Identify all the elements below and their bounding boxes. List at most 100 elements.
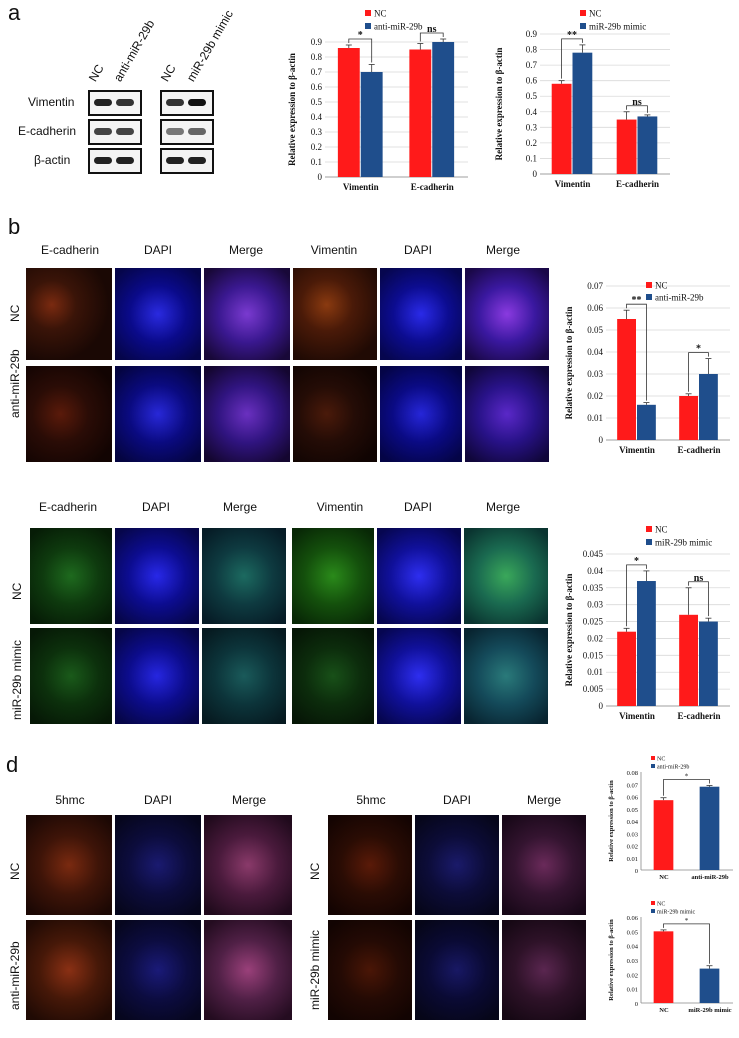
tick-label: 0.01 [627, 856, 638, 863]
category-label: anti-miR-29b [691, 874, 729, 881]
bar [699, 621, 718, 706]
row-label: NC [308, 862, 322, 880]
legend-label: anti-miR-29b [374, 22, 423, 32]
western-blot-ecadherin-left [88, 119, 142, 145]
column-label: DAPI [442, 793, 472, 807]
tick-label: 0 [635, 868, 638, 875]
bar [572, 52, 593, 174]
category-label: Vimentin [343, 182, 379, 192]
blot-lane-label: NC [85, 61, 107, 84]
micrograph-anti-vimentin [293, 366, 377, 462]
column-label: DAPI [141, 500, 171, 514]
tick-label: 0.05 [587, 325, 603, 335]
column-label: DAPI [403, 500, 433, 514]
legend-label: NC [657, 757, 665, 763]
tick-label: 0.03 [587, 369, 603, 379]
tick-label: 0.04 [587, 347, 603, 357]
western-blot-vimentin-right [160, 90, 214, 116]
micrograph-anti-dapi [115, 366, 201, 462]
micrograph-d-anti-5hmc [26, 920, 112, 1020]
micrograph-nc-vimentin [293, 268, 377, 360]
tick-label: 0.07 [627, 782, 639, 789]
micrograph-nc-dapi-2 [380, 268, 462, 360]
tick-label: 0.06 [627, 795, 639, 802]
significance-bracket [626, 564, 647, 627]
micrograph-d-mimic-5hmc [328, 920, 412, 1020]
blot-row-label: Vimentin [28, 95, 75, 109]
chart-b-anti: 0 0.01 0.02 0.03 0.04 0.05 0.06 0.07 Relative ex… [564, 281, 730, 455]
legend-swatch [646, 526, 652, 532]
legend-swatch [651, 764, 655, 768]
significance-bracket [663, 923, 710, 964]
micrograph-mimic-dapi-2 [377, 628, 461, 724]
significance-label: ns [427, 24, 437, 35]
significance-label: * [696, 344, 701, 355]
row-label: anti-miR-29b [8, 349, 22, 418]
legend-label: NC [589, 9, 602, 19]
tick-label: 0.04 [587, 566, 603, 576]
micrograph-d-nc-dapi-2 [415, 815, 499, 915]
tick-label: 0.7 [526, 60, 538, 70]
column-label: Merge [526, 793, 562, 807]
legend-label: NC [655, 281, 668, 291]
micrograph-d-mimic-dapi [415, 920, 499, 1020]
tick-label: 0.05 [627, 929, 638, 936]
micrograph-d-anti-dapi [115, 920, 201, 1020]
column-label: Vimentin [316, 500, 364, 514]
legend-swatch [651, 901, 655, 905]
bar [617, 319, 636, 440]
bar [432, 42, 455, 177]
micrograph-d-nc-5hmc-2 [328, 815, 412, 915]
tick-label: 0.03 [627, 958, 638, 965]
column-label: Vimentin [310, 243, 358, 257]
chart-d-mimic: 0 0.01 0.02 0.03 0.04 0.05 0.06 Relative expres… [608, 901, 733, 1014]
bar [637, 581, 656, 706]
tick-label: 0.8 [311, 52, 323, 62]
row-label: miR-29b mimic [308, 929, 322, 1010]
category-label: Vimentin [619, 445, 655, 455]
bar [551, 83, 572, 174]
western-blot-ecadherin-right [160, 119, 214, 145]
tick-label: 0.03 [627, 831, 638, 838]
legend-label: anti-miR-29b [657, 765, 689, 771]
legend-swatch [646, 282, 652, 288]
legend-label: anti-miR-29b [655, 293, 704, 303]
panel-letter-a: a [8, 0, 21, 25]
tick-label: 0.07 [587, 281, 603, 291]
significance-bracket [626, 303, 647, 401]
micrograph-nc-merge-2 [465, 268, 549, 360]
legend-label: NC [374, 9, 387, 19]
column-label: E-cadherin [38, 500, 98, 514]
significance-bracket [663, 779, 710, 796]
chart-b-mimic: 0 0.005 0.01 0.015 0.02 0.025 0.03 0.035 0.04 0.0… [564, 525, 730, 721]
legend-swatch [651, 756, 655, 760]
tick-label: 0 [635, 1001, 638, 1008]
micrograph-d-nc-merge [204, 815, 292, 915]
micrograph-mimic-dapi [115, 628, 199, 724]
blot-lane-label: NC [157, 61, 179, 84]
micrograph-nc-vimentin-b [292, 528, 374, 624]
tick-label: 0.015 [583, 650, 604, 660]
tick-label: 0.02 [587, 391, 603, 401]
tick-label: 0.04 [627, 819, 639, 826]
chart-a-anti: 0 0.1 0.2 0.3 0.4 0.5 0.6 0.7 0.8 0.9 Relative exp… [287, 9, 468, 192]
significance-bracket [561, 38, 583, 79]
y-axis-label: Relative expression to β-actin [494, 48, 504, 161]
chart-d-anti: 0 0.01 0.02 0.03 0.04 0.05 0.06 0.07 0.08 Relativ… [608, 756, 733, 881]
legend-label: NC [655, 525, 668, 535]
tick-label: 0.4 [526, 107, 538, 117]
bar [337, 48, 360, 177]
micrograph-nc-ecadherin-b [30, 528, 112, 624]
legend-swatch [646, 294, 652, 300]
y-axis-label: Relative expression to β-actin [608, 780, 615, 862]
tick-label: 0.05 [627, 807, 638, 814]
y-axis-label: Relative expression to β-actin [564, 307, 574, 420]
significance-label: * [685, 772, 689, 780]
tick-label: 0.025 [583, 617, 604, 627]
row-label: NC [10, 582, 24, 600]
legend-label: NC [657, 902, 665, 908]
micrograph-nc-merge [204, 268, 290, 360]
bar [409, 49, 432, 177]
bar [360, 72, 383, 177]
category-label: E-cadherin [411, 182, 454, 192]
